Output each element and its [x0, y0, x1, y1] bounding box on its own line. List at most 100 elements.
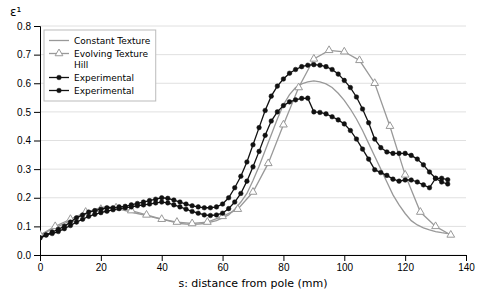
- point: [269, 119, 274, 124]
- point: [147, 202, 152, 207]
- point-group: [202, 213, 207, 218]
- point: [178, 205, 183, 210]
- point-group: [379, 145, 384, 150]
- point: [385, 150, 390, 155]
- x-axis-title: s: distance from pole (mm): [178, 277, 327, 290]
- point: [340, 47, 348, 54]
- point: [123, 205, 128, 210]
- grid: [40, 26, 466, 255]
- point-group: [214, 205, 219, 210]
- point: [86, 214, 91, 219]
- y-axis: 0.00.10.20.30.40.50.60.70.8: [17, 21, 40, 261]
- tick-mark: [34, 226, 40, 227]
- point-group: [348, 128, 353, 133]
- point-group: [415, 180, 420, 185]
- point-group: [445, 182, 450, 187]
- point: [208, 205, 213, 210]
- legend-frame: [44, 30, 156, 101]
- point-group: [427, 170, 432, 175]
- point-group: [305, 63, 310, 68]
- tick-mark: [34, 141, 40, 142]
- tick-label: 0.0: [17, 250, 31, 261]
- point-group: [293, 67, 298, 72]
- grid-line: [40, 111, 466, 112]
- point-group: [397, 151, 402, 156]
- point-group: [220, 211, 225, 216]
- point: [336, 72, 341, 77]
- point-group: [40, 236, 42, 241]
- tick-label: 0.4: [17, 135, 31, 146]
- tick-mark: [344, 255, 345, 261]
- tick-mark: [223, 255, 224, 261]
- point-group: [299, 64, 304, 69]
- point: [50, 231, 55, 236]
- legend-entry: Experimental: [49, 73, 134, 83]
- point-group: [232, 200, 237, 205]
- point: [336, 118, 341, 123]
- point-group: [299, 96, 304, 101]
- point: [421, 163, 426, 168]
- point-group: [172, 203, 177, 208]
- point-group: [325, 46, 333, 53]
- point-group: [232, 185, 237, 190]
- point: [354, 95, 359, 100]
- point-group: [80, 213, 85, 218]
- legend-label: Experimental: [74, 73, 134, 83]
- point: [44, 233, 49, 238]
- point: [416, 208, 424, 215]
- point-group: [208, 213, 213, 218]
- point: [295, 83, 303, 90]
- point: [366, 157, 371, 162]
- point: [226, 206, 231, 211]
- point-group: [111, 207, 116, 212]
- point-group: [239, 191, 244, 196]
- point: [135, 203, 140, 208]
- point-group: [275, 84, 280, 89]
- tick-mark: [34, 198, 40, 199]
- point: [318, 63, 323, 68]
- point-group: [342, 78, 347, 83]
- point: [166, 196, 171, 201]
- point-group: [445, 177, 450, 182]
- point: [427, 170, 432, 175]
- tick: 0.4: [17, 135, 40, 146]
- point-group: [159, 200, 164, 205]
- point-group: [318, 63, 323, 68]
- tick-mark: [34, 112, 40, 113]
- point: [312, 62, 317, 67]
- tick-label: 0.5: [17, 107, 31, 118]
- point: [44, 233, 49, 238]
- point-group: [312, 62, 317, 67]
- legend: Constant TextureEvolving TextureHillExpe…: [44, 30, 156, 101]
- point: [366, 120, 371, 125]
- point-group: [208, 205, 213, 210]
- point-group: [257, 149, 262, 154]
- point-group: [391, 177, 396, 182]
- point: [159, 195, 164, 200]
- point-group: [178, 200, 183, 205]
- point-group: [166, 201, 171, 206]
- point-group: [143, 210, 151, 217]
- point: [40, 236, 42, 241]
- point-group: [166, 196, 171, 201]
- point: [159, 200, 164, 205]
- point-group: [80, 217, 85, 222]
- tick: 0.3: [17, 164, 40, 175]
- point: [445, 177, 450, 182]
- point-group: [281, 103, 286, 108]
- point-group: [295, 83, 303, 90]
- point: [105, 209, 110, 214]
- tick-mark: [405, 255, 406, 261]
- point: [220, 202, 225, 207]
- chart-container: 0204060801001201400.00.10.20.30.40.50.60…: [0, 0, 480, 293]
- point: [153, 201, 158, 206]
- grid-line: [40, 197, 466, 198]
- point: [56, 229, 61, 234]
- point-group: [249, 188, 257, 195]
- point-group: [372, 167, 377, 172]
- point-group: [184, 207, 189, 212]
- point: [372, 167, 377, 172]
- point-group: [172, 198, 177, 203]
- point: [293, 67, 298, 72]
- point: [356, 56, 364, 63]
